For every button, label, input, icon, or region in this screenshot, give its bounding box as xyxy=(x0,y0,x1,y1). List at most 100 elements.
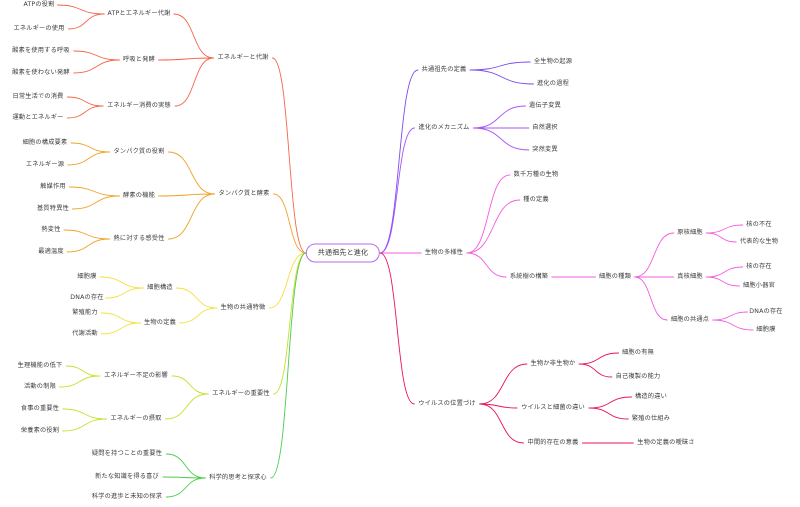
node-natural-selection[interactable]: 自然選択 xyxy=(532,123,558,131)
mindmap-edge xyxy=(99,276,145,289)
mindmap-edge xyxy=(173,13,215,59)
node-root[interactable]: 共通祖先と進化 xyxy=(305,243,381,263)
mindmap-edge xyxy=(105,287,145,299)
node-metabolic-activity[interactable]: 代謝活動 xyxy=(72,329,98,337)
mindmap-edge xyxy=(479,403,525,444)
node-anaerobic-fermentation[interactable]: 酸素を使わない発酵 xyxy=(12,68,70,76)
node-respiration-fermentation[interactable]: 呼吸と発酵 xyxy=(123,55,155,63)
mindmap-edge xyxy=(479,363,528,405)
node-physiological-decline[interactable]: 生理機能の低下 xyxy=(17,361,63,369)
node-spontaneous-mutation[interactable]: 突然変異 xyxy=(532,145,558,153)
node-definition-of-species[interactable]: 種の定義 xyxy=(523,195,549,203)
node-self-replication[interactable]: 自己複製の能力 xyxy=(615,372,661,380)
mindmap-edge xyxy=(62,418,108,432)
mindmap-edge xyxy=(68,186,120,197)
mindmap-edge xyxy=(466,199,521,254)
mindmap-edge xyxy=(167,193,216,240)
node-reproductive-ability[interactable]: 繁殖能力 xyxy=(72,308,98,316)
mindmap-edge xyxy=(578,352,619,365)
node-aerobic-respiration[interactable]: 酸素を使用する呼吸 xyxy=(12,46,70,54)
mindmap-edge xyxy=(379,252,415,405)
node-virus-positioning[interactable]: ウイルスの位置づけ xyxy=(418,399,476,407)
mindmap-edge xyxy=(705,224,744,234)
node-no-nucleus[interactable]: 核の不在 xyxy=(746,220,772,228)
node-eukaryotic-cell[interactable]: 真核細胞 xyxy=(677,272,703,280)
node-activity-restriction[interactable]: 活動の制限 xyxy=(24,382,56,390)
node-living-or-nonliving[interactable]: 生物か非生物か xyxy=(530,359,576,367)
node-evolution-mechanism[interactable]: 進化のメカニズム xyxy=(418,123,470,131)
mindmap-edge xyxy=(164,393,209,420)
mindmap-edge xyxy=(100,322,141,335)
node-structural-difference[interactable]: 構造的違い xyxy=(635,392,667,400)
node-process-of-evolution[interactable]: 進化の過程 xyxy=(537,79,569,87)
mindmap-edge xyxy=(179,307,218,324)
node-joy-of-new-knowledge[interactable]: 新たな知識を得る喜び xyxy=(95,472,159,480)
node-has-nucleus[interactable]: 核の存在 xyxy=(746,262,772,270)
mindmap-edge xyxy=(712,319,754,331)
node-phylogenetic-tree[interactable]: 系統樹の構築 xyxy=(509,272,549,280)
node-atp-role[interactable]: ATPの役割 xyxy=(23,0,55,8)
mindmap-edge xyxy=(705,276,740,287)
node-presence-of-cells[interactable]: 細胞の有無 xyxy=(622,348,654,356)
node-daily-life-consumption[interactable]: 日常生活での消費 xyxy=(12,92,64,100)
node-typical-organisms[interactable]: 代表的な生物 xyxy=(739,237,779,245)
node-energy-intake[interactable]: エネルギーの摂取 xyxy=(110,414,162,422)
node-atp-energy-metabolism[interactable]: ATPとエネルギー代謝 xyxy=(107,9,171,17)
node-energy-metabolism[interactable]: エネルギーと代謝 xyxy=(217,53,269,61)
mindmap-edge xyxy=(62,408,108,420)
mindmap-edge xyxy=(705,232,737,243)
node-biodiversity[interactable]: 生物の多様性 xyxy=(424,248,464,256)
node-exercise-energy[interactable]: 運動とエネルギー xyxy=(12,113,64,121)
node-cell-membrane-common[interactable]: 細胞膜 xyxy=(756,325,776,333)
mindmap-edge xyxy=(469,69,534,85)
node-progress-and-unknown[interactable]: 科学の進歩と未知の探求 xyxy=(91,492,163,500)
node-importance-of-energy[interactable]: エネルギーの重要性 xyxy=(212,389,270,397)
mindmap-edge xyxy=(705,266,744,278)
node-enzyme-function[interactable]: 酵素の機能 xyxy=(123,191,155,199)
node-cell-membrane[interactable]: 細胞膜 xyxy=(77,272,97,280)
node-definition-of-life[interactable]: 生物の定義 xyxy=(144,318,176,326)
node-gene-mutation[interactable]: 遺伝子変異 xyxy=(529,101,561,109)
mindmap-edge xyxy=(66,238,111,253)
mindmap-edge xyxy=(174,57,215,107)
mindmap-edge xyxy=(158,193,216,197)
node-role-of-nutrients[interactable]: 栄養素の役割 xyxy=(20,426,60,434)
node-cell-commonalities[interactable]: 細胞の共通点 xyxy=(670,315,710,323)
node-scientific-thinking[interactable]: 科学的思考と探求心 xyxy=(209,473,267,481)
mindmap-edge xyxy=(175,287,218,309)
node-ambiguity-of-life-definition[interactable]: 生物の定義の曖昧さ xyxy=(637,438,695,446)
node-importance-of-questions[interactable]: 疑問を持つことの重要性 xyxy=(91,449,163,457)
mindmap-edge xyxy=(63,229,111,240)
mindmap-edge xyxy=(273,252,307,395)
node-heat-sensitivity[interactable]: 熱に対する感受性 xyxy=(113,234,165,242)
node-dna-exists[interactable]: DNAの存在 xyxy=(749,307,783,315)
node-protein-enzyme[interactable]: タンパク質と酵素 xyxy=(218,189,270,197)
node-origin-of-all-life[interactable]: 全生物の起源 xyxy=(533,57,573,65)
node-energy-consumption-reality[interactable]: エネルギー消費の実態 xyxy=(107,101,171,109)
node-importance-of-diet[interactable]: 食事の重要性 xyxy=(20,404,60,412)
node-energy-source[interactable]: エネルギー源 xyxy=(25,160,65,168)
node-virus-vs-bacteria[interactable]: ウイルスと細菌の違い xyxy=(521,403,585,411)
node-energy-deficiency-impact[interactable]: エネルギー不足の影響 xyxy=(104,371,168,379)
node-common-traits-of-life[interactable]: 生物の共通特徴 xyxy=(220,303,266,311)
node-dna-presence[interactable]: DNAの存在 xyxy=(70,293,104,301)
node-cell-component[interactable]: 細胞の構成要素 xyxy=(22,138,68,146)
node-substrate-specificity[interactable]: 基質特異性 xyxy=(37,204,69,212)
mindmap-edge xyxy=(65,365,101,377)
node-thermal-denaturation[interactable]: 熱変性 xyxy=(41,225,61,233)
node-energy-use[interactable]: エネルギーの使用 xyxy=(13,24,65,32)
node-common-ancestor-definition[interactable]: 共通祖先の定義 xyxy=(421,65,467,73)
node-optimal-temperature[interactable]: 最適温度 xyxy=(38,247,64,255)
mindmap-edge xyxy=(472,127,530,151)
node-intermediate-existence[interactable]: 中間的存在の意義 xyxy=(527,438,579,446)
node-cell-structure[interactable]: 細胞構造 xyxy=(147,283,173,291)
node-organelles[interactable]: 細胞小器官 xyxy=(743,281,775,289)
node-prokaryotic-cell[interactable]: 原核細胞 xyxy=(677,228,703,236)
node-cell-types[interactable]: 細胞の種類 xyxy=(599,272,631,280)
node-protein-role[interactable]: タンパク質の役割 xyxy=(113,147,165,155)
node-tens-of-millions-species[interactable]: 数千万種の生物 xyxy=(513,170,559,178)
mindmap-edge xyxy=(72,195,120,210)
node-catalysis[interactable]: 触媒作用 xyxy=(40,182,66,190)
node-reproduction-mechanism[interactable]: 繁殖の仕組み xyxy=(631,414,671,422)
